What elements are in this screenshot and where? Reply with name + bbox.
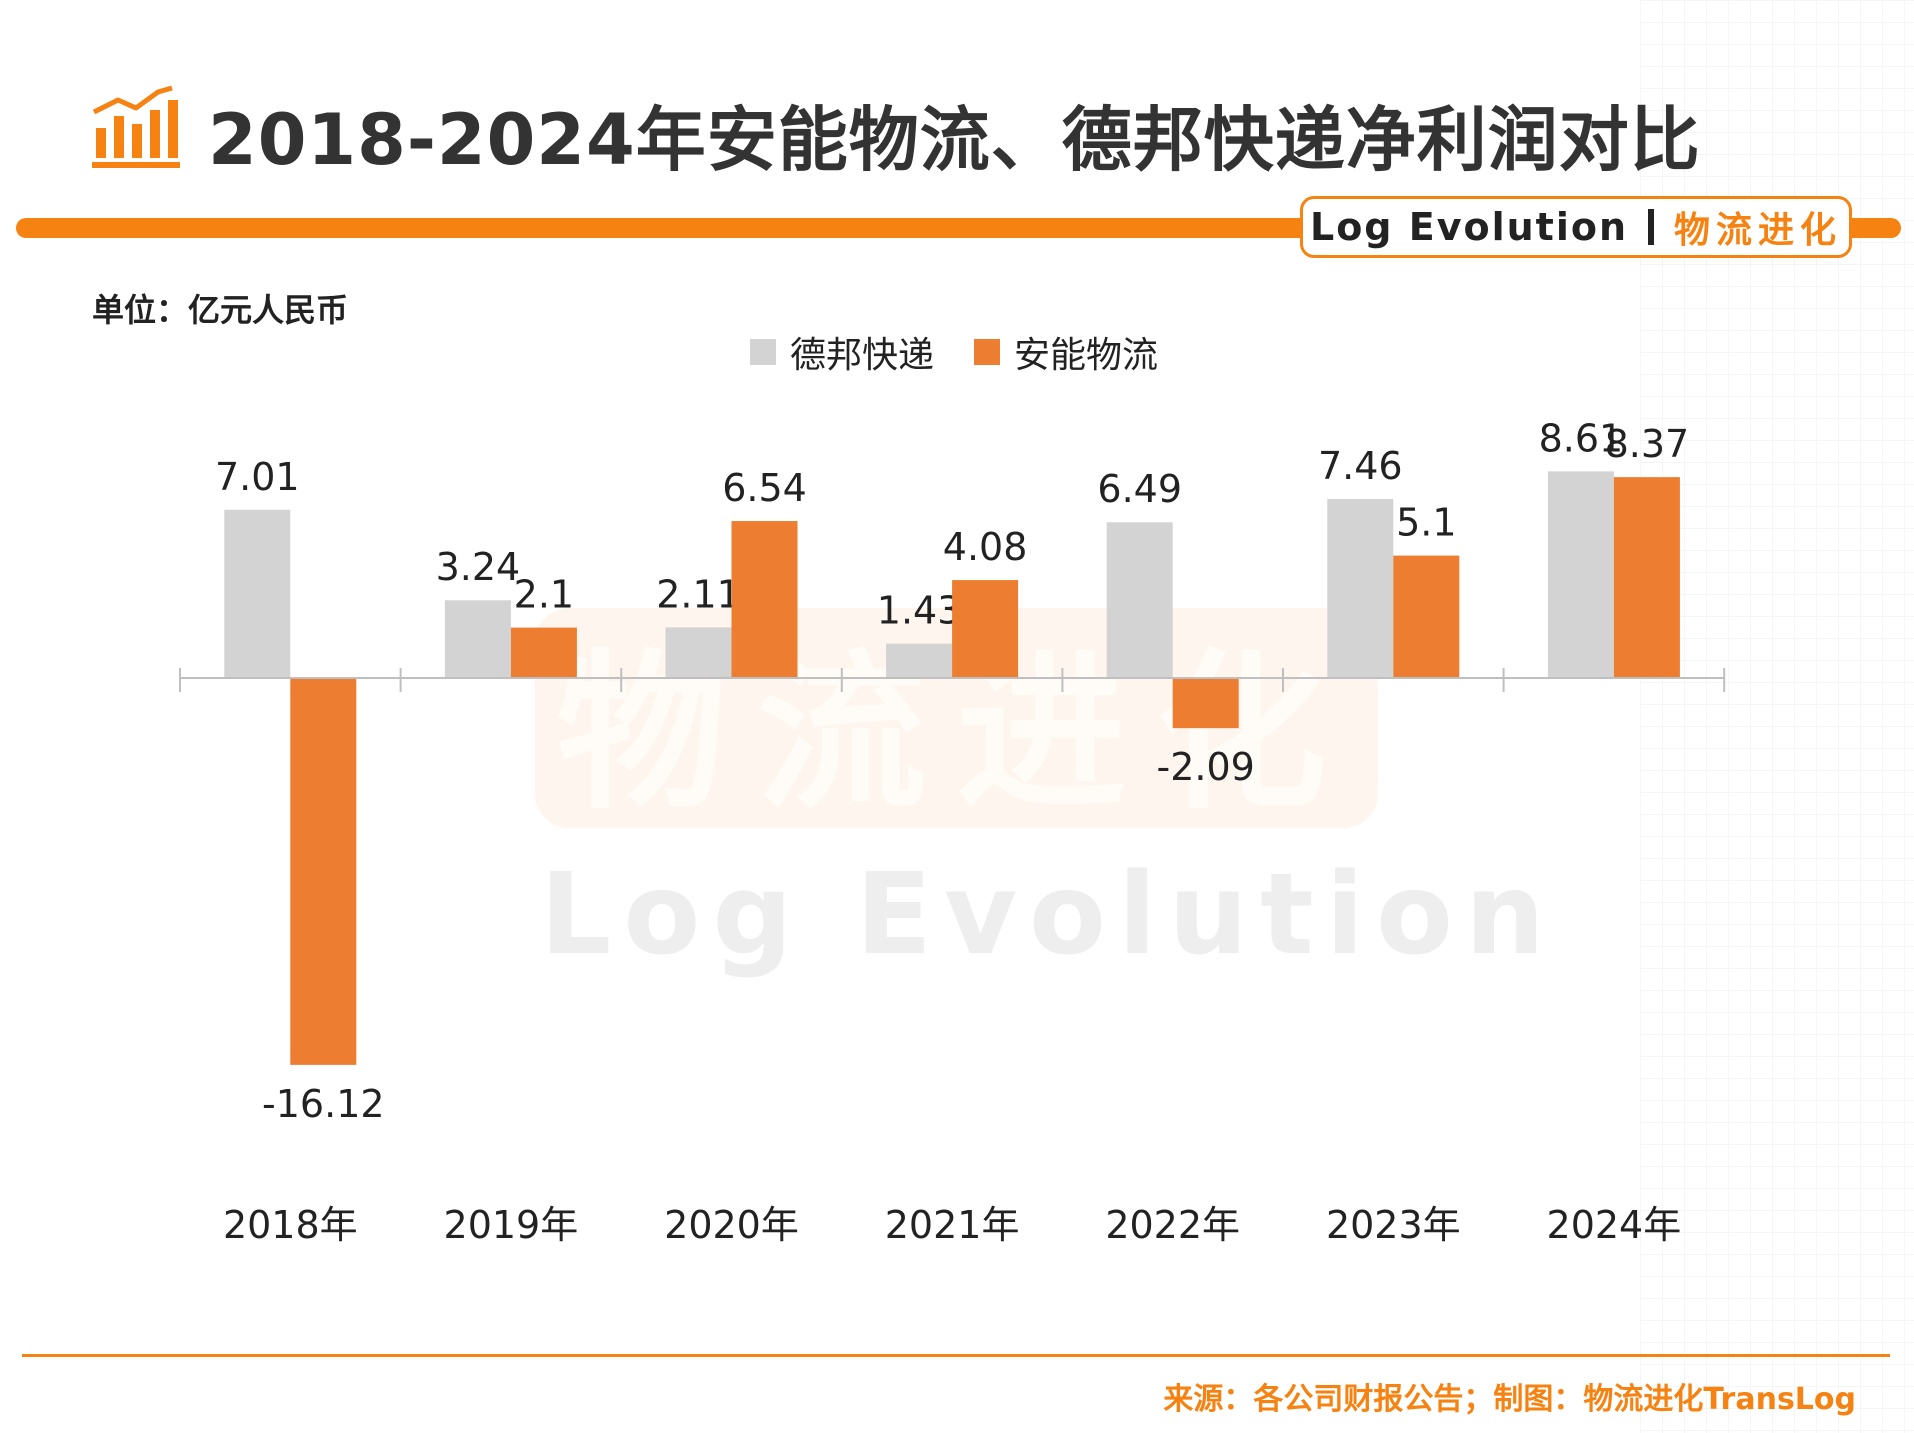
- bar-anneng-7: [1613, 477, 1680, 678]
- bar-debang-6: [1327, 498, 1394, 678]
- chart-legend: 德邦快递 安能物流: [750, 326, 1198, 378]
- unit-label: 单位：亿元人民币: [92, 291, 349, 329]
- category-label-3: 2020年: [664, 1203, 799, 1247]
- bar-debang-4: [886, 643, 953, 678]
- brand-badge: Log Evolution 物流进化: [1300, 196, 1852, 258]
- data-label-debang-1: 7.01: [215, 455, 300, 499]
- bar-anneng-4: [952, 580, 1019, 678]
- bar-debang-7: [1547, 471, 1614, 678]
- data-label-anneng-2: 2.1: [514, 573, 574, 617]
- data-label-anneng-5: -2.09: [1157, 745, 1255, 789]
- legend-item-debang: 德邦快递: [750, 326, 934, 378]
- bar-debang-3: [665, 627, 732, 678]
- footer-rule: [22, 1354, 1890, 1357]
- category-label-4: 2021年: [885, 1203, 1020, 1247]
- bar-debang-2: [444, 600, 511, 678]
- data-label-anneng-1: -16.12: [262, 1082, 385, 1126]
- brand-separator: [1648, 209, 1654, 245]
- category-label-1: 2018年: [223, 1203, 358, 1247]
- data-label-debang-4: 1.43: [877, 589, 962, 633]
- category-label-2: 2019年: [444, 1203, 579, 1247]
- legend-swatch-debang: [750, 339, 776, 365]
- bar-anneng-3: [731, 521, 798, 678]
- category-label-6: 2023年: [1326, 1203, 1461, 1247]
- bar-chart-icon: [92, 85, 180, 168]
- bar-debang-5: [1106, 522, 1173, 678]
- page-title: 2018-2024年安能物流、德邦快递净利润对比: [208, 99, 1701, 181]
- legend-label-anneng: 安能物流: [1014, 335, 1159, 376]
- bar-anneng-5: [1172, 678, 1239, 729]
- bar-debang-1: [224, 509, 291, 678]
- brand-name-en: Log Evolution: [1309, 205, 1628, 249]
- data-label-debang-2: 3.24: [436, 545, 521, 589]
- data-label-anneng-3: 6.54: [722, 466, 807, 510]
- category-label-7: 2024年: [1547, 1203, 1682, 1247]
- legend-label-debang: 德邦快递: [790, 335, 935, 376]
- bar-anneng-6: [1393, 555, 1460, 678]
- watermark-en: Log Evolution: [540, 850, 1557, 980]
- legend-swatch-anneng: [974, 339, 1001, 365]
- source-note: 来源：各公司财报公告；制图：物流进化TransLog: [1163, 1382, 1856, 1417]
- data-label-anneng-7: 8.37: [1605, 422, 1690, 466]
- data-label-anneng-6: 5.1: [1396, 501, 1456, 545]
- data-label-debang-7: 8.61: [1539, 416, 1624, 460]
- bar-anneng-1: [290, 678, 357, 1065]
- legend-item-anneng: 安能物流: [974, 326, 1158, 378]
- data-label-debang-6: 7.46: [1318, 444, 1403, 488]
- brand-name-cn: 物流进化: [1674, 210, 1843, 251]
- data-label-debang-5: 6.49: [1097, 467, 1182, 511]
- data-label-debang-3: 2.11: [656, 572, 741, 616]
- bar-anneng-2: [510, 627, 577, 678]
- category-label-5: 2022年: [1105, 1203, 1240, 1247]
- data-label-anneng-4: 4.08: [943, 525, 1028, 569]
